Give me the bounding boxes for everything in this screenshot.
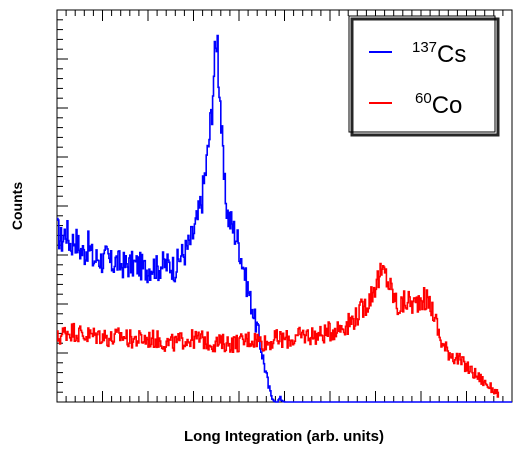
y-axis-label: Counts	[9, 182, 25, 230]
legend-label-cs137: 137Cs	[412, 39, 466, 68]
series-line-co60	[57, 262, 500, 398]
legend-shadow	[350, 17, 500, 137]
legend: 137Cs 60Co	[348, 15, 500, 137]
legend-mass-cs137: 137	[412, 39, 437, 56]
series-layer	[57, 34, 512, 403]
x-axis-label: Long Integration (arb. units)	[184, 428, 384, 445]
series-line-cs137	[57, 34, 512, 403]
legend-symbol-cs137: Cs	[437, 41, 466, 68]
legend-label-co60: 60Co	[415, 90, 462, 119]
legend-box	[348, 15, 496, 133]
legend-mass-co60: 60	[415, 90, 432, 107]
legend-symbol-co60: Co	[432, 92, 463, 119]
